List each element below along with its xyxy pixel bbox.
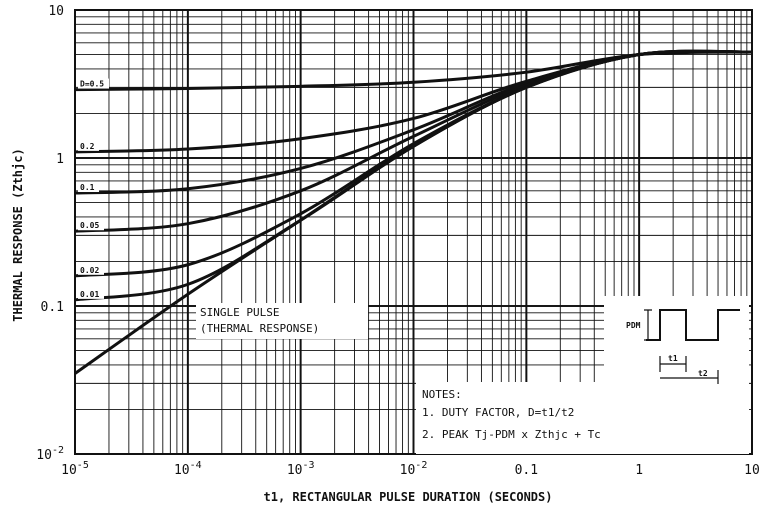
- curve-label: 0.1: [80, 183, 95, 192]
- curve-label-bg: [78, 78, 109, 89]
- curve-label: 0.05: [80, 221, 99, 230]
- x-tick-label: 10-3: [287, 460, 315, 478]
- x-tick-label: 10: [744, 463, 760, 478]
- curve-label: 0.01: [80, 290, 99, 299]
- x-axis-label: t1, RECTANGULAR PULSE DURATION (SECONDS): [264, 490, 553, 504]
- curve-label-bg: [78, 264, 104, 275]
- y-tick-labels: 10-2 0.1 1 10: [36, 4, 64, 463]
- x-tick-label: 10-2: [400, 460, 428, 478]
- curve-label-bg: [78, 140, 99, 151]
- curve-label-bg: [78, 288, 104, 299]
- series-line-single-pulse: [74, 49, 753, 375]
- note-1: 1. DUTY FACTOR, D=t1/t2: [422, 406, 574, 419]
- note-2: 2. PEAK Tj-PDM x Zthjc + Tc: [422, 428, 601, 441]
- y-tick-label: 10-2: [36, 445, 64, 463]
- x-tick-label: 10-5: [61, 460, 89, 478]
- x-tick-labels: 10-5 10-4 10-3 10-2 0.1 1 10: [61, 460, 760, 478]
- y-tick-label: 0.1: [41, 300, 64, 315]
- curves: [74, 49, 753, 375]
- x-tick-label: 0.1: [515, 463, 538, 478]
- curve-label: D=0.5: [80, 80, 104, 89]
- notes-header: NOTES:: [422, 388, 462, 401]
- y-axis-label: THERMAL RESPONSE (Zthjc): [11, 148, 25, 321]
- notes-box: NOTES: 1. DUTY FACTOR, D=t1/t2 2. PEAK T…: [416, 382, 749, 454]
- pdm-dimension: [644, 309, 652, 341]
- curve-label-bg: [78, 182, 99, 193]
- curve-label: 0.02: [80, 266, 99, 275]
- annotation-line1: SINGLE PULSE: [200, 306, 279, 319]
- pulse-waveform: [646, 309, 740, 341]
- single-pulse-annotation: SINGLE PULSE (THERMAL RESPONSE): [196, 303, 368, 339]
- pulse-waveform-inset: PDM t1 t2: [604, 296, 749, 386]
- plot-frame: [74, 9, 753, 455]
- x-tick-label: 10-4: [174, 460, 202, 478]
- y-tick-label: 10: [48, 4, 64, 19]
- x-tick-label: 1: [635, 463, 643, 478]
- t1-label: t1: [668, 354, 678, 363]
- pdm-label: PDM: [626, 321, 641, 330]
- curve-label-bg: [78, 220, 104, 231]
- curve-labels: D=0.5 0.2 0.1 0.05 0.02 0.01: [78, 78, 109, 299]
- annotation-line2: (THERMAL RESPONSE): [200, 322, 319, 335]
- t2-label: t2: [698, 369, 708, 378]
- y-tick-label: 1: [56, 152, 64, 167]
- curve-label: 0.2: [80, 142, 95, 151]
- t1-dimension: [659, 356, 687, 372]
- t2-dimension: [660, 370, 719, 384]
